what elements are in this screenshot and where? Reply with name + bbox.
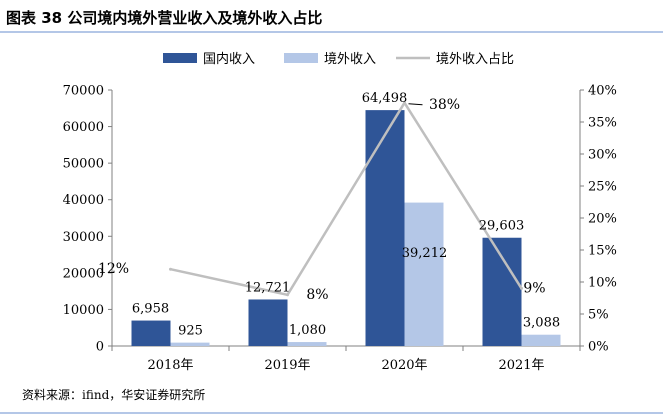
bar-overseas: [404, 202, 444, 346]
legend: 国内收入 境外收入 境外收入占比: [163, 51, 514, 67]
right-tick-label: 20%: [588, 212, 617, 227]
source-note: 资料来源：ifind，华安证券研究所: [22, 388, 206, 402]
ratio-leader-line: [408, 103, 423, 106]
label-domestic: 29,603: [479, 219, 525, 234]
left-tick-label: 30000: [63, 230, 104, 245]
bars: [131, 110, 561, 346]
right-tick-label: 0%: [588, 340, 609, 355]
legend-label: 境外收入占比: [436, 52, 514, 67]
right-tick-label: 30%: [588, 148, 617, 163]
bar-domestic: [365, 110, 405, 346]
label-domestic: 6,958: [132, 302, 169, 317]
bar-domestic: [248, 299, 288, 346]
ratio-point: [169, 267, 172, 271]
label-ratio: 38%: [429, 97, 460, 113]
ratio-line: [170, 100, 523, 297]
left-tick-label: 40000: [63, 193, 104, 208]
right-tick-label: 40%: [588, 84, 617, 99]
bar-overseas: [170, 342, 210, 346]
right-tick-label: 5%: [588, 308, 609, 323]
bottom-rule: [0, 412, 663, 414]
label-ratio: 8%: [306, 287, 328, 303]
ratio-point: [520, 286, 523, 290]
left-tick-label: 70000: [63, 84, 104, 99]
bar-overseas: [521, 334, 561, 346]
label-overseas: 3,088: [523, 316, 560, 331]
x-tick-label: 2021年: [498, 358, 544, 373]
right-tick-label: 25%: [588, 180, 617, 195]
x-tick-label: 2019年: [264, 358, 310, 373]
figure-title: 图表 38 公司境内境外营业收入及境外收入占比: [6, 9, 323, 27]
legend-label: 国内收入: [203, 51, 255, 67]
legend-swatch: [163, 53, 197, 63]
right-tick-label: 10%: [588, 276, 617, 291]
left-tick-label: 0: [96, 340, 104, 355]
bar-domestic: [482, 237, 522, 346]
title-bar: 图表 38 公司境内境外营业收入及境外收入占比: [0, 0, 663, 33]
right-tick-label: 35%: [588, 116, 617, 131]
x-tick-label: 2020年: [381, 358, 427, 373]
legend-label: 境外收入: [324, 52, 376, 67]
label-ratio: 12%: [98, 261, 129, 277]
ratio-point: [403, 101, 406, 105]
bar-overseas: [287, 342, 327, 346]
left-tick-label: 20000: [63, 266, 104, 281]
left-tick-label: 60000: [63, 120, 104, 135]
right-tick-label: 15%: [588, 244, 617, 259]
data-labels: 6,958 925 12,721 1,080 64,498 39,212 29,603 3,0…: [98, 91, 560, 338]
label-overseas: 39,212: [402, 246, 448, 261]
bar-domestic: [131, 320, 171, 346]
label-overseas: 1,080: [289, 323, 326, 338]
label-overseas: 925: [178, 324, 203, 339]
label-ratio: 9%: [523, 280, 545, 296]
left-tick-label: 50000: [63, 157, 104, 172]
label-domestic: 12,721: [245, 280, 291, 295]
label-domestic: 64,498: [362, 91, 408, 106]
left-tick-label: 10000: [63, 303, 104, 318]
legend-swatch: [284, 53, 318, 63]
x-tick-label: 2018年: [147, 358, 193, 373]
ratio-point: [286, 293, 289, 297]
ratio-line-group: [169, 100, 523, 297]
